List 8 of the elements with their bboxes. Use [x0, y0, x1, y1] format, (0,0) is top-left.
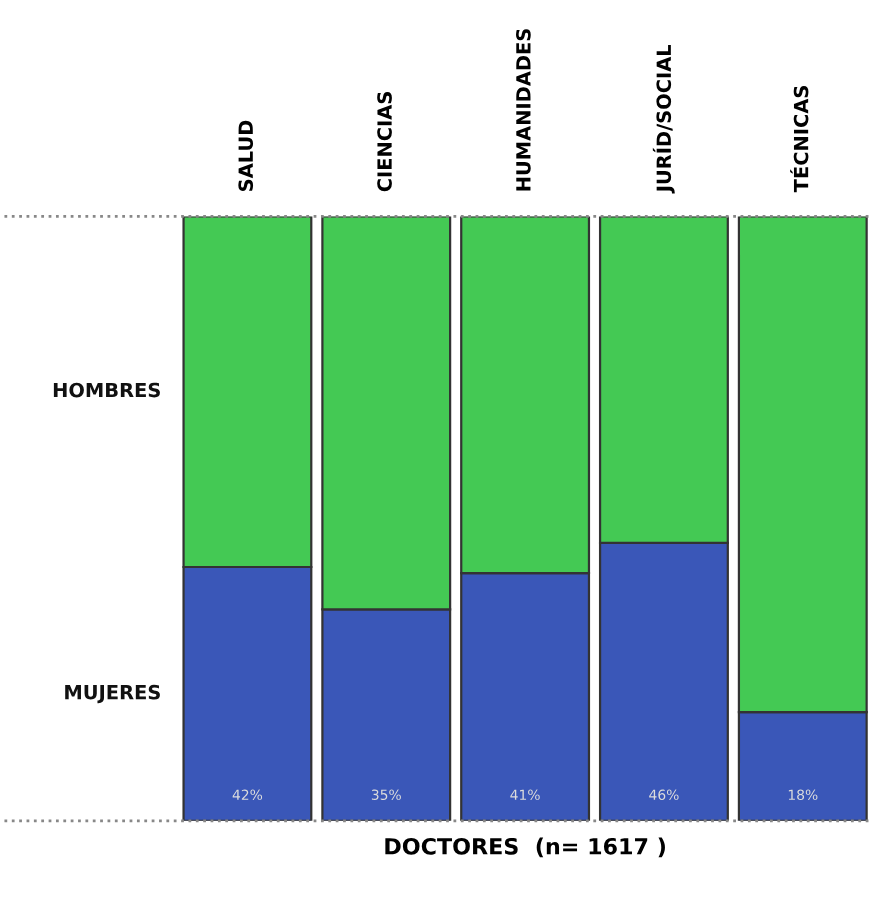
- series-label: HOMBRES: [53, 382, 160, 398]
- x-tick-label: JURÍD/SOCIAL: [652, 44, 675, 194]
- x-tick-label: SALUD: [238, 120, 254, 191]
- x-tick-label: CIENCIAS: [377, 92, 392, 192]
- series-label: MUJERES: [65, 684, 160, 704]
- x-axis-title: DOCTORES (n= 1617 ): [385, 837, 665, 858]
- x-tick-label: HUMANIDADES: [516, 29, 531, 191]
- x-tick-label: TÉCNICAS: [790, 86, 809, 193]
